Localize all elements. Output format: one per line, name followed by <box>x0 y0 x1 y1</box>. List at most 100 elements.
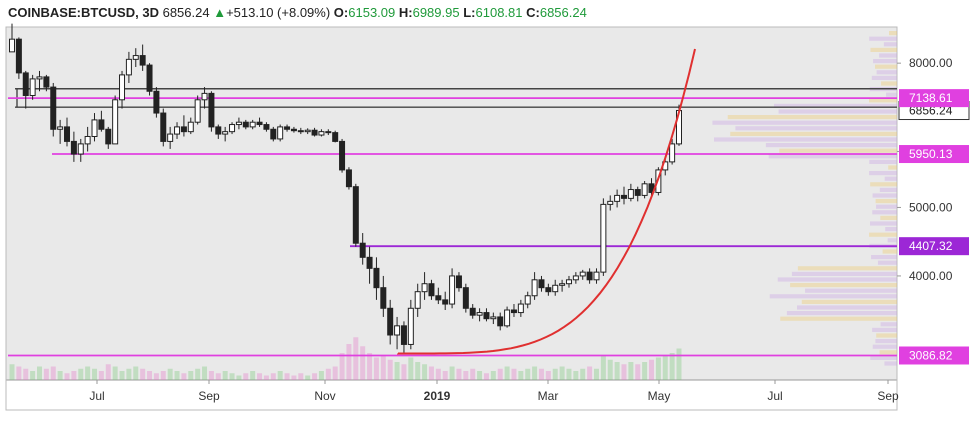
candle-body <box>84 135 91 145</box>
candle-body <box>414 291 421 309</box>
high-label: H: <box>398 5 413 20</box>
volume-bar <box>16 366 22 380</box>
volume-bar <box>449 366 455 380</box>
volume-bar <box>243 373 249 380</box>
volume-bar <box>277 371 283 380</box>
time-tick-label: Jul <box>89 389 104 403</box>
candle-body <box>428 283 435 297</box>
volume-profile-bar <box>872 210 897 215</box>
volume-bar <box>552 368 558 380</box>
candle-body <box>669 143 676 163</box>
price-tick-label: 5000.00 <box>909 200 953 214</box>
open-label: O: <box>333 5 349 20</box>
volume-profile-bar <box>881 81 897 86</box>
volume-bar <box>57 371 63 380</box>
volume-profile-bar <box>777 277 897 282</box>
volume-profile-bar <box>879 350 897 355</box>
volume-bar <box>98 371 104 380</box>
volume-profile-bar <box>797 266 897 271</box>
candle-body <box>64 126 71 142</box>
volume-bar <box>305 375 311 380</box>
volume-bar <box>642 362 648 380</box>
volume-bar <box>346 344 352 380</box>
volume-profile-bar <box>875 64 897 69</box>
candle-body <box>256 121 263 126</box>
volume-bar <box>621 364 627 380</box>
volume-profile-bar <box>883 42 897 47</box>
volume-profile-bar <box>769 294 897 299</box>
candle-body <box>524 295 531 305</box>
candle-body <box>180 126 187 133</box>
volume-profile-bar <box>877 260 897 265</box>
volume-bar <box>353 337 359 380</box>
candle-body <box>442 299 449 305</box>
volume-bar <box>483 373 489 380</box>
level-label: 7138.61 <box>909 91 953 105</box>
low-value: 6108.81 <box>475 5 523 20</box>
volume-bars <box>9 337 682 380</box>
level-label-box <box>899 346 969 365</box>
level-label: 5950.13 <box>909 147 953 161</box>
open-value: 6153.09 <box>348 5 396 20</box>
volume-bar <box>525 368 531 380</box>
volume-profile-bar <box>879 187 897 192</box>
candle-body <box>167 133 174 142</box>
volume-bar <box>222 371 228 380</box>
volume-bar <box>208 371 214 380</box>
level-label-box <box>899 145 969 164</box>
volume-profile-bar <box>889 31 897 36</box>
candles <box>9 23 682 355</box>
candle-body <box>545 287 552 293</box>
volume-bar <box>511 368 517 380</box>
volume-bar <box>635 364 641 380</box>
volume-profile-bar <box>869 98 897 103</box>
candle-body <box>77 143 84 155</box>
time-tick-label: Jul <box>767 389 782 403</box>
volume-bar <box>229 373 235 380</box>
volume-profile-bar <box>880 322 897 327</box>
volume-profile-bar <box>735 126 897 131</box>
volume-bar <box>442 371 448 380</box>
volume-profile-bar <box>773 103 897 108</box>
volume-profile-bar <box>876 204 897 209</box>
candle-body <box>242 121 249 128</box>
volume-bar <box>415 362 421 380</box>
plot-background <box>6 27 897 380</box>
volume-profile-bar <box>870 355 897 360</box>
volume-profile <box>712 31 897 366</box>
candle-body <box>304 129 311 133</box>
level-label-box <box>899 89 969 108</box>
candle-body <box>449 275 456 305</box>
time-tick-label: Nov <box>314 389 335 403</box>
candle-body <box>559 283 566 286</box>
candle-body <box>132 55 139 60</box>
volume-bar <box>422 364 428 380</box>
volume-profile-bar <box>873 59 897 64</box>
volume-bar <box>600 355 606 380</box>
volume-profile-bar <box>869 171 897 176</box>
volume-bar <box>284 373 290 380</box>
candle-body <box>510 309 517 314</box>
candle-body <box>112 99 119 145</box>
volume-profile-bar <box>870 221 897 226</box>
candle-body <box>290 128 297 132</box>
volume-bar <box>167 368 173 380</box>
candle-body <box>15 38 22 74</box>
volume-profile-bar <box>805 288 897 293</box>
candle-body <box>208 92 215 128</box>
candle-body <box>421 283 428 293</box>
volume-profile-bar <box>871 255 897 260</box>
candle-body <box>29 78 36 97</box>
candle-body <box>359 242 366 258</box>
volume-profile-bar <box>884 361 897 366</box>
candle-body <box>538 279 545 289</box>
candle-body <box>387 307 394 336</box>
volume-bar <box>470 368 476 380</box>
volume-bar <box>215 373 221 380</box>
volume-bar <box>463 371 469 380</box>
candle-body <box>373 267 380 289</box>
volume-bar <box>490 371 496 380</box>
volume-bar <box>64 373 70 380</box>
volume-profile-bar <box>714 137 897 142</box>
